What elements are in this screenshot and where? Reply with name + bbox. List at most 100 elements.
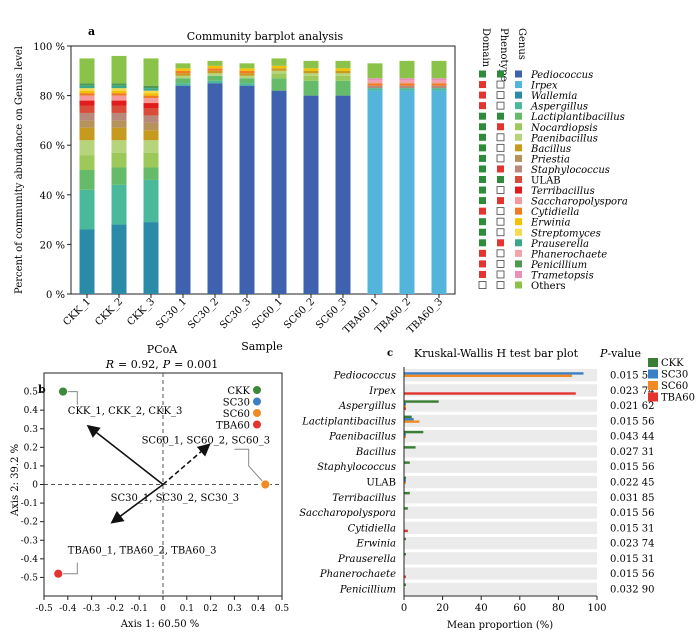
x-tick-label: 80: [552, 603, 565, 614]
bar-segment: [111, 140, 127, 153]
bar-segment: [111, 105, 127, 113]
legend-genus-swatch: [515, 186, 522, 194]
panel-a-title: Community barplot analysis: [187, 30, 344, 43]
bar-segment: [431, 83, 447, 86]
pcoa-arrow: [86, 424, 164, 486]
bar-segment: [431, 80, 447, 84]
bar-segment: [79, 90, 95, 94]
bar-segment: [271, 70, 287, 74]
legend-dot: [253, 409, 261, 417]
legend-domain-swatch: [479, 154, 486, 162]
bar-segment: [303, 70, 319, 74]
legend-label: Phanerochaete: [530, 249, 607, 260]
bar-segment: [111, 55, 127, 84]
panel-a-barplot: a Community barplot analysis Percent of …: [14, 25, 628, 353]
row-background: [404, 536, 597, 550]
panel-b-r-value: = 0.92,: [118, 358, 159, 371]
bar-segment: [207, 83, 223, 294]
kw-bar: [404, 402, 406, 406]
legend-domain-swatch: [479, 123, 486, 131]
legend-label: Nocardiopsis: [530, 123, 598, 134]
bar-segment: [431, 90, 447, 294]
bar-segment: [367, 78, 383, 81]
x-tick-label: -0.1: [131, 604, 148, 614]
bar-segment: [239, 78, 255, 84]
kw-bar: [404, 435, 406, 439]
legend-phenotype-swatch: [497, 197, 504, 205]
bar-segment: [143, 88, 159, 91]
legend-label: CKK: [227, 386, 250, 397]
x-tick-label: 100: [587, 603, 606, 614]
bar-segment: [79, 100, 95, 106]
y-tick-label: 80 %: [40, 92, 65, 103]
leader-line: [234, 448, 266, 485]
bar-segment: [239, 83, 255, 86]
sample-annotation: SC60_1, SC60_2, SC60_3: [142, 436, 270, 447]
pvalue-label: 0.015 56: [610, 462, 655, 473]
bar-segment: [303, 73, 319, 76]
y-tick-label: -0.3: [21, 536, 39, 546]
y-tick-label: -0.4: [21, 555, 39, 565]
x-tick-label: SC30_2: [186, 296, 221, 331]
bar-segment: [111, 95, 127, 101]
category-label: Cytidiella: [348, 523, 396, 534]
legend-phenotype-swatch: [497, 176, 504, 183]
category-label: Prauserella: [337, 554, 396, 565]
legend-genus-swatch: [515, 133, 522, 141]
bar-segment: [79, 189, 95, 230]
legend-domain-swatch: [479, 228, 486, 236]
pvalue-label: 0.031 85: [610, 493, 655, 504]
bar-segment: [335, 70, 351, 74]
y-tick-label: 0.3: [24, 425, 39, 435]
x-tick-label: -0.2: [107, 604, 124, 614]
bar-segment: [399, 60, 415, 79]
bar-segment: [431, 88, 447, 91]
category-label: Irpex: [368, 386, 396, 397]
pcoa-point: [58, 386, 68, 397]
bar-segment: [111, 152, 127, 168]
panel-b-r-label: R: [105, 358, 114, 371]
legend-phenotype-swatch: [496, 259, 505, 268]
legend-domain-swatch: [479, 81, 486, 89]
legend-phenotype-swatch: [496, 91, 505, 99]
kw-bar: [404, 433, 406, 436]
x-tick-label: SC60_2: [282, 296, 317, 331]
bar-segment: [207, 68, 223, 71]
legend-label: SC60: [661, 381, 688, 392]
legend-phenotype-swatch: [496, 101, 505, 110]
legend-phenotype-swatch: [497, 112, 504, 120]
y-tick-label: 0.1: [24, 462, 38, 472]
bar-segment: [239, 68, 255, 71]
bar-segment: [431, 85, 447, 89]
legend-genus-swatch: [515, 144, 522, 152]
bar-segment: [79, 170, 95, 190]
panel-a-letter: a: [88, 25, 95, 38]
legend-label: SC30: [661, 370, 688, 381]
category-label: Erwinia: [356, 539, 396, 550]
legend-label: Terribacillus: [531, 186, 595, 197]
legend-domain-swatch: [479, 207, 486, 215]
bar-segment: [143, 179, 159, 223]
bar-segment: [111, 85, 127, 89]
bar-segment: [399, 78, 415, 81]
x-tick-label: 0: [401, 603, 407, 614]
bar-segment: [175, 78, 191, 84]
kw-bar: [404, 575, 406, 578]
x-tick-label: -0.4: [59, 604, 77, 614]
legend-domain-swatch: [479, 91, 486, 99]
bar-segment: [207, 80, 223, 84]
legend-label: ULAB: [531, 176, 561, 187]
bar-segment: [111, 88, 127, 91]
legend-phenotype-swatch: [497, 165, 504, 173]
bar-segment: [111, 224, 127, 294]
panel-c-pvalue-letter: P: [599, 347, 608, 360]
bar-segment: [143, 90, 159, 94]
pvalue-label: 0.022 45: [610, 478, 655, 489]
bar-segment: [79, 112, 95, 121]
x-tick-label: 0.1: [180, 604, 194, 614]
panel-c-xlabel: Mean proportion (%): [447, 620, 553, 631]
x-tick-label: CKK_2: [93, 296, 125, 328]
bar-segment: [175, 63, 191, 69]
legend-label: Cytidiella: [531, 207, 579, 218]
panel-b-p-label: P: [162, 358, 171, 371]
